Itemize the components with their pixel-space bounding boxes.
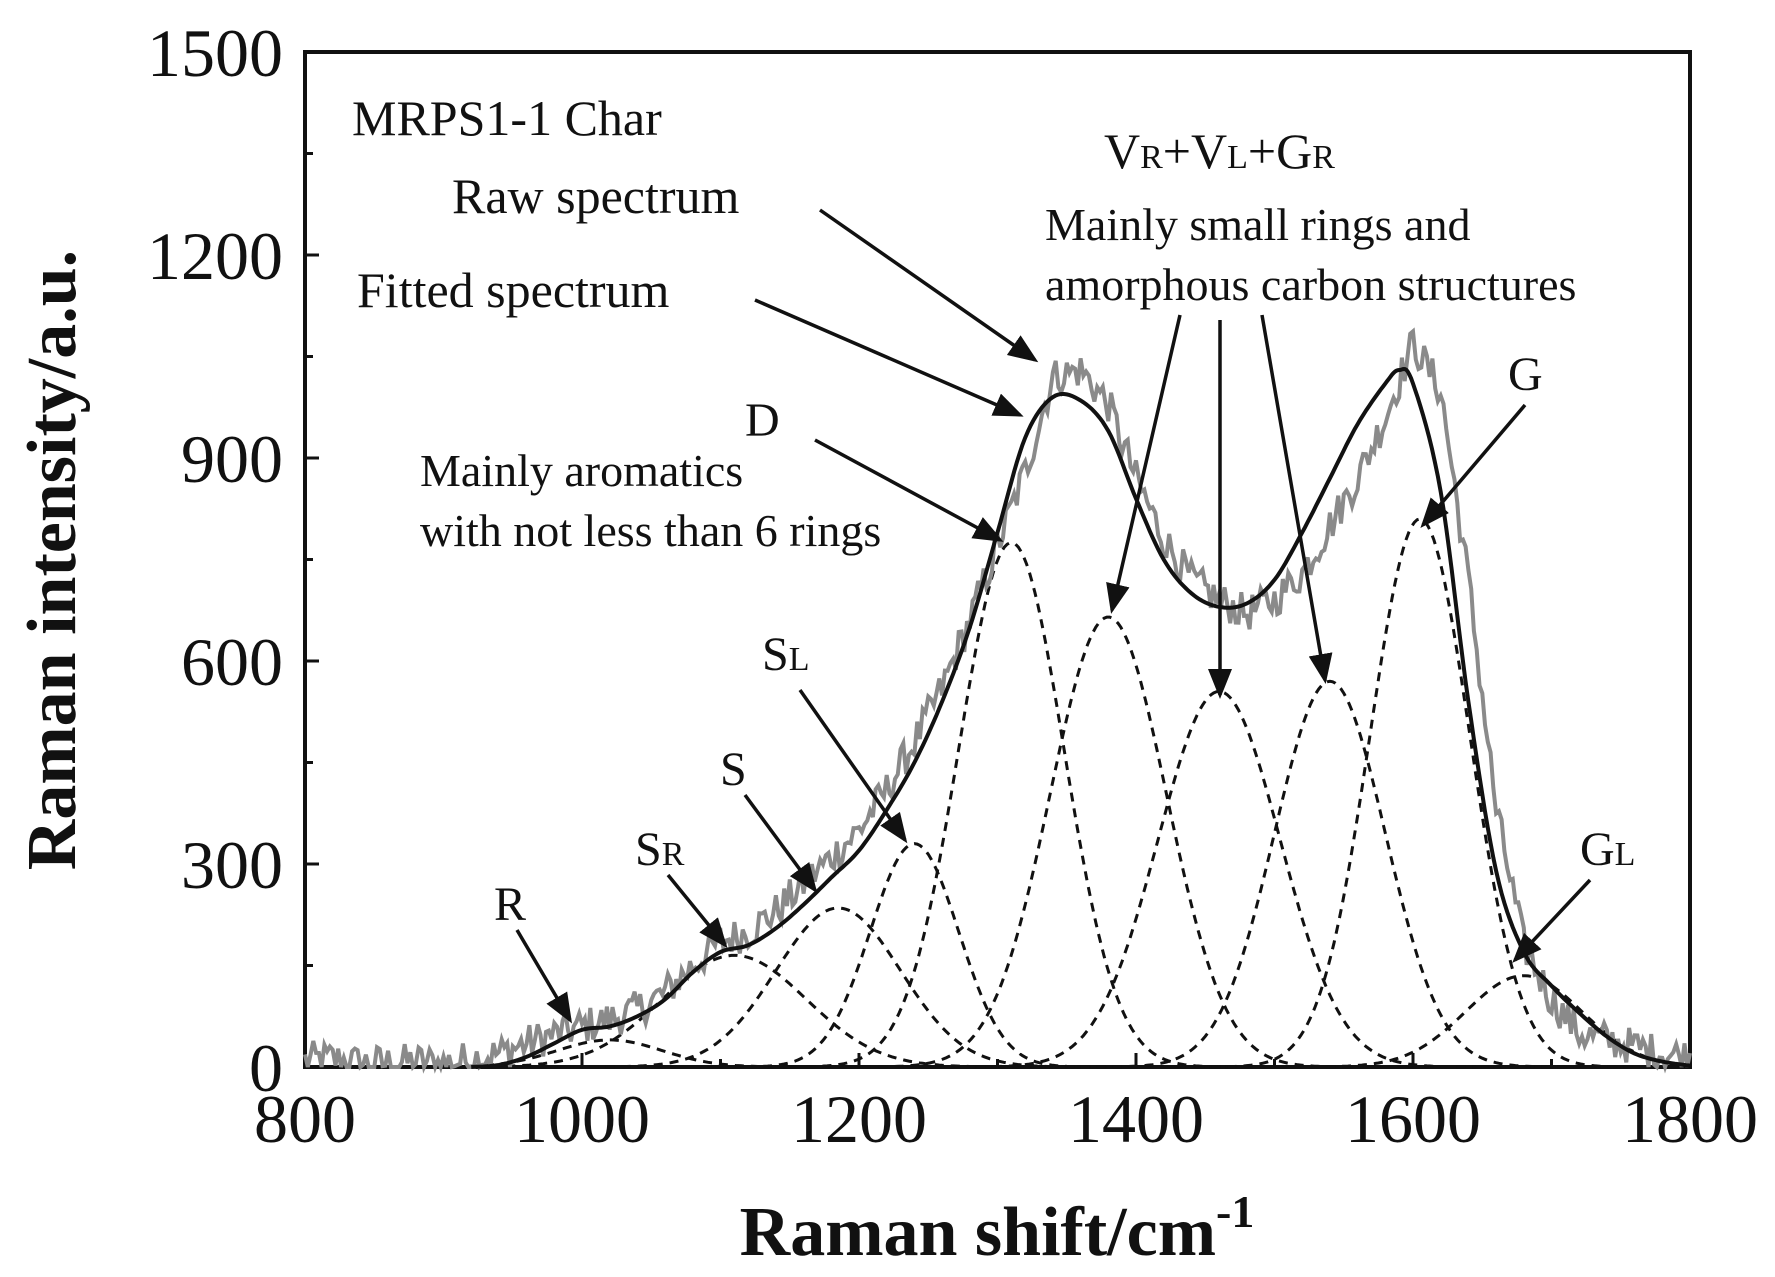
g-band-label: G [1508, 348, 1543, 401]
sl-arrow [798, 688, 908, 844]
s-arrow [743, 793, 818, 894]
v-band-desc-1: Mainly small rings and [1045, 199, 1470, 250]
band-s-curve [557, 906, 1118, 1069]
band-d-curve [774, 541, 1249, 1069]
x-tick-label: 1800 [1622, 1081, 1758, 1157]
sample-label: MRPS1-1 Char [352, 90, 662, 146]
fitted-arrow [754, 298, 1024, 417]
y-tick-label: 1500 [147, 15, 283, 91]
d-band-desc-2: with not less than 6 rings [420, 505, 881, 556]
x-tick-labels: 800 1000 1200 1400 1600 1800 [254, 1081, 1758, 1157]
r-arrow [515, 929, 573, 1024]
raw-spectrum-line [303, 327, 1692, 1074]
y-tick-label: 300 [181, 827, 283, 903]
d-band-desc-1: Mainly aromatics [420, 445, 743, 496]
band-gr-curve [1080, 679, 1580, 1069]
y-tick-label: 600 [181, 624, 283, 700]
gl-band-label: GL [1580, 823, 1635, 876]
fitted-spectrum-label: Fitted spectrum [357, 262, 670, 318]
d-band-label: D [745, 394, 780, 447]
x-tick-label: 800 [254, 1081, 356, 1157]
r-band-label: R [494, 878, 526, 931]
band-g-curve [1195, 517, 1645, 1069]
v3-arrow [1260, 314, 1333, 684]
y-tick-label: 1200 [147, 218, 283, 294]
fitted-spectrum-line [471, 366, 1691, 1069]
g-arrow [1420, 403, 1527, 529]
v-band-desc-2: amorphous carbon structures [1045, 259, 1576, 310]
band-sl-curve [715, 842, 1114, 1069]
raw-spectrum-label: Raw spectrum [452, 168, 740, 224]
band-sr-curve [410, 953, 1059, 1069]
raw-arrow [818, 208, 1039, 363]
band-vl-curve [846, 615, 1371, 1069]
x-tick-label: 1000 [514, 1081, 650, 1157]
y-tick-label: 0 [249, 1030, 283, 1106]
band-vr-curve [944, 689, 1494, 1069]
gl-arrow [1512, 878, 1592, 963]
x-tick-label: 1200 [791, 1081, 927, 1157]
sr-band-label: SR [635, 823, 685, 876]
v1-arrow [1106, 314, 1182, 614]
x-tick-label: 1400 [1068, 1081, 1204, 1157]
v-band-label: VR+VL+GR [1104, 123, 1335, 179]
fitted-bands [372, 517, 1689, 1069]
s-band-label: S [720, 743, 747, 796]
y-tick-label: 900 [181, 421, 283, 497]
d-arrow [814, 438, 1004, 542]
sl-band-label: SL [762, 628, 809, 681]
y-tick-labels: 0 300 600 900 1200 1500 [147, 15, 283, 1106]
x-tick-label: 1600 [1345, 1081, 1481, 1157]
sr-arrow [666, 873, 728, 949]
x-axis-title: Raman shift/cm-1 [740, 1186, 1255, 1271]
annotation-arrows [515, 208, 1592, 1024]
y-axis-title: Raman intensity/a.u. [14, 250, 91, 870]
